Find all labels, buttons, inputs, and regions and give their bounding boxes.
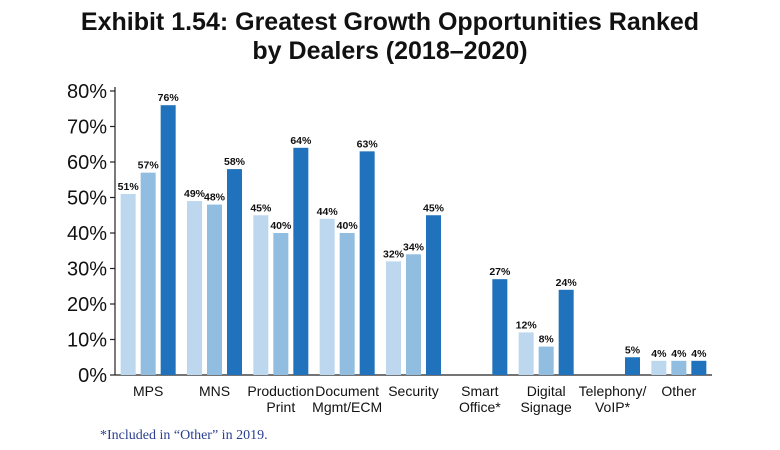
footnote: *Included in “Other” in 2019. <box>100 428 268 443</box>
bar <box>273 233 289 375</box>
y-tick-label: 30% <box>67 259 107 281</box>
bar <box>227 169 242 375</box>
data-label: 24% <box>556 277 578 289</box>
data-label: 40% <box>337 220 359 232</box>
y-tick-label: 20% <box>67 294 107 316</box>
x-tick-label: Other <box>661 383 696 399</box>
bar <box>386 261 401 375</box>
data-label: 4% <box>651 348 667 360</box>
chart-title-line-2: by Dealers (2018–2020) <box>252 37 528 65</box>
bar <box>518 332 534 375</box>
data-label: 45% <box>250 202 272 214</box>
x-tick-label: Document <box>315 383 379 399</box>
x-tick-label: Telephony/ <box>579 383 647 399</box>
data-label: 8% <box>539 334 555 346</box>
data-label: 32% <box>383 248 405 260</box>
data-label: 44% <box>317 206 339 218</box>
y-tick-label: 80% <box>67 81 107 103</box>
x-tick-label: Production <box>247 383 314 399</box>
x-tick-label: Security <box>388 383 439 399</box>
bar <box>625 357 640 375</box>
data-label: 49% <box>184 188 206 200</box>
y-tick-label: 50% <box>67 188 107 210</box>
bar <box>187 201 202 375</box>
chart-title-line-1: Exhibit 1.54: Greatest Growth Opportunit… <box>80 8 700 36</box>
bar <box>671 360 687 375</box>
bar <box>558 289 574 375</box>
x-tick-label: Mgmt/ECM <box>312 399 382 415</box>
y-tick-label: 10% <box>67 330 107 352</box>
x-tick-label: Smart <box>461 383 498 399</box>
bar <box>359 151 375 375</box>
data-label: 5% <box>625 344 641 356</box>
data-label: 64% <box>290 135 312 147</box>
x-tick-label: Office* <box>459 399 501 415</box>
y-tick-label: 60% <box>67 152 107 174</box>
chart-title: Exhibit 1.54: Greatest Growth Opportunit… <box>0 8 780 66</box>
bar <box>406 254 421 375</box>
bar <box>160 105 176 375</box>
bar <box>293 147 309 375</box>
x-tick-label: MNS <box>199 383 230 399</box>
bar <box>651 360 667 375</box>
data-label: 45% <box>423 202 445 214</box>
x-tick-label: Digital <box>527 383 566 399</box>
data-label: 58% <box>224 156 246 168</box>
data-label: 48% <box>204 192 226 204</box>
data-label: 4% <box>671 348 687 360</box>
data-label: 57% <box>138 160 160 172</box>
y-tick-label: 70% <box>67 117 107 139</box>
data-label: 34% <box>403 241 425 253</box>
bar <box>339 233 355 375</box>
bar <box>207 204 222 375</box>
bar <box>120 193 136 375</box>
x-tick-label: Print <box>266 399 295 415</box>
bar <box>691 360 707 375</box>
y-tick-label: 0% <box>78 365 107 387</box>
data-label: 4% <box>691 348 707 360</box>
data-label: 12% <box>516 319 538 331</box>
bar <box>492 279 508 375</box>
bar <box>140 172 156 375</box>
data-label: 63% <box>357 138 379 150</box>
bar <box>426 215 441 375</box>
bar <box>538 346 554 375</box>
x-tick-label: VoIP* <box>595 399 631 415</box>
x-tick-label: Signage <box>520 399 572 415</box>
y-tick-label: 40% <box>67 223 107 245</box>
data-label: 40% <box>270 220 292 232</box>
data-label: 51% <box>118 181 140 193</box>
bar <box>253 215 269 375</box>
data-label: 76% <box>158 92 180 104</box>
data-label: 27% <box>489 266 511 278</box>
bar <box>319 218 335 375</box>
x-tick-label: MPS <box>133 383 163 399</box>
